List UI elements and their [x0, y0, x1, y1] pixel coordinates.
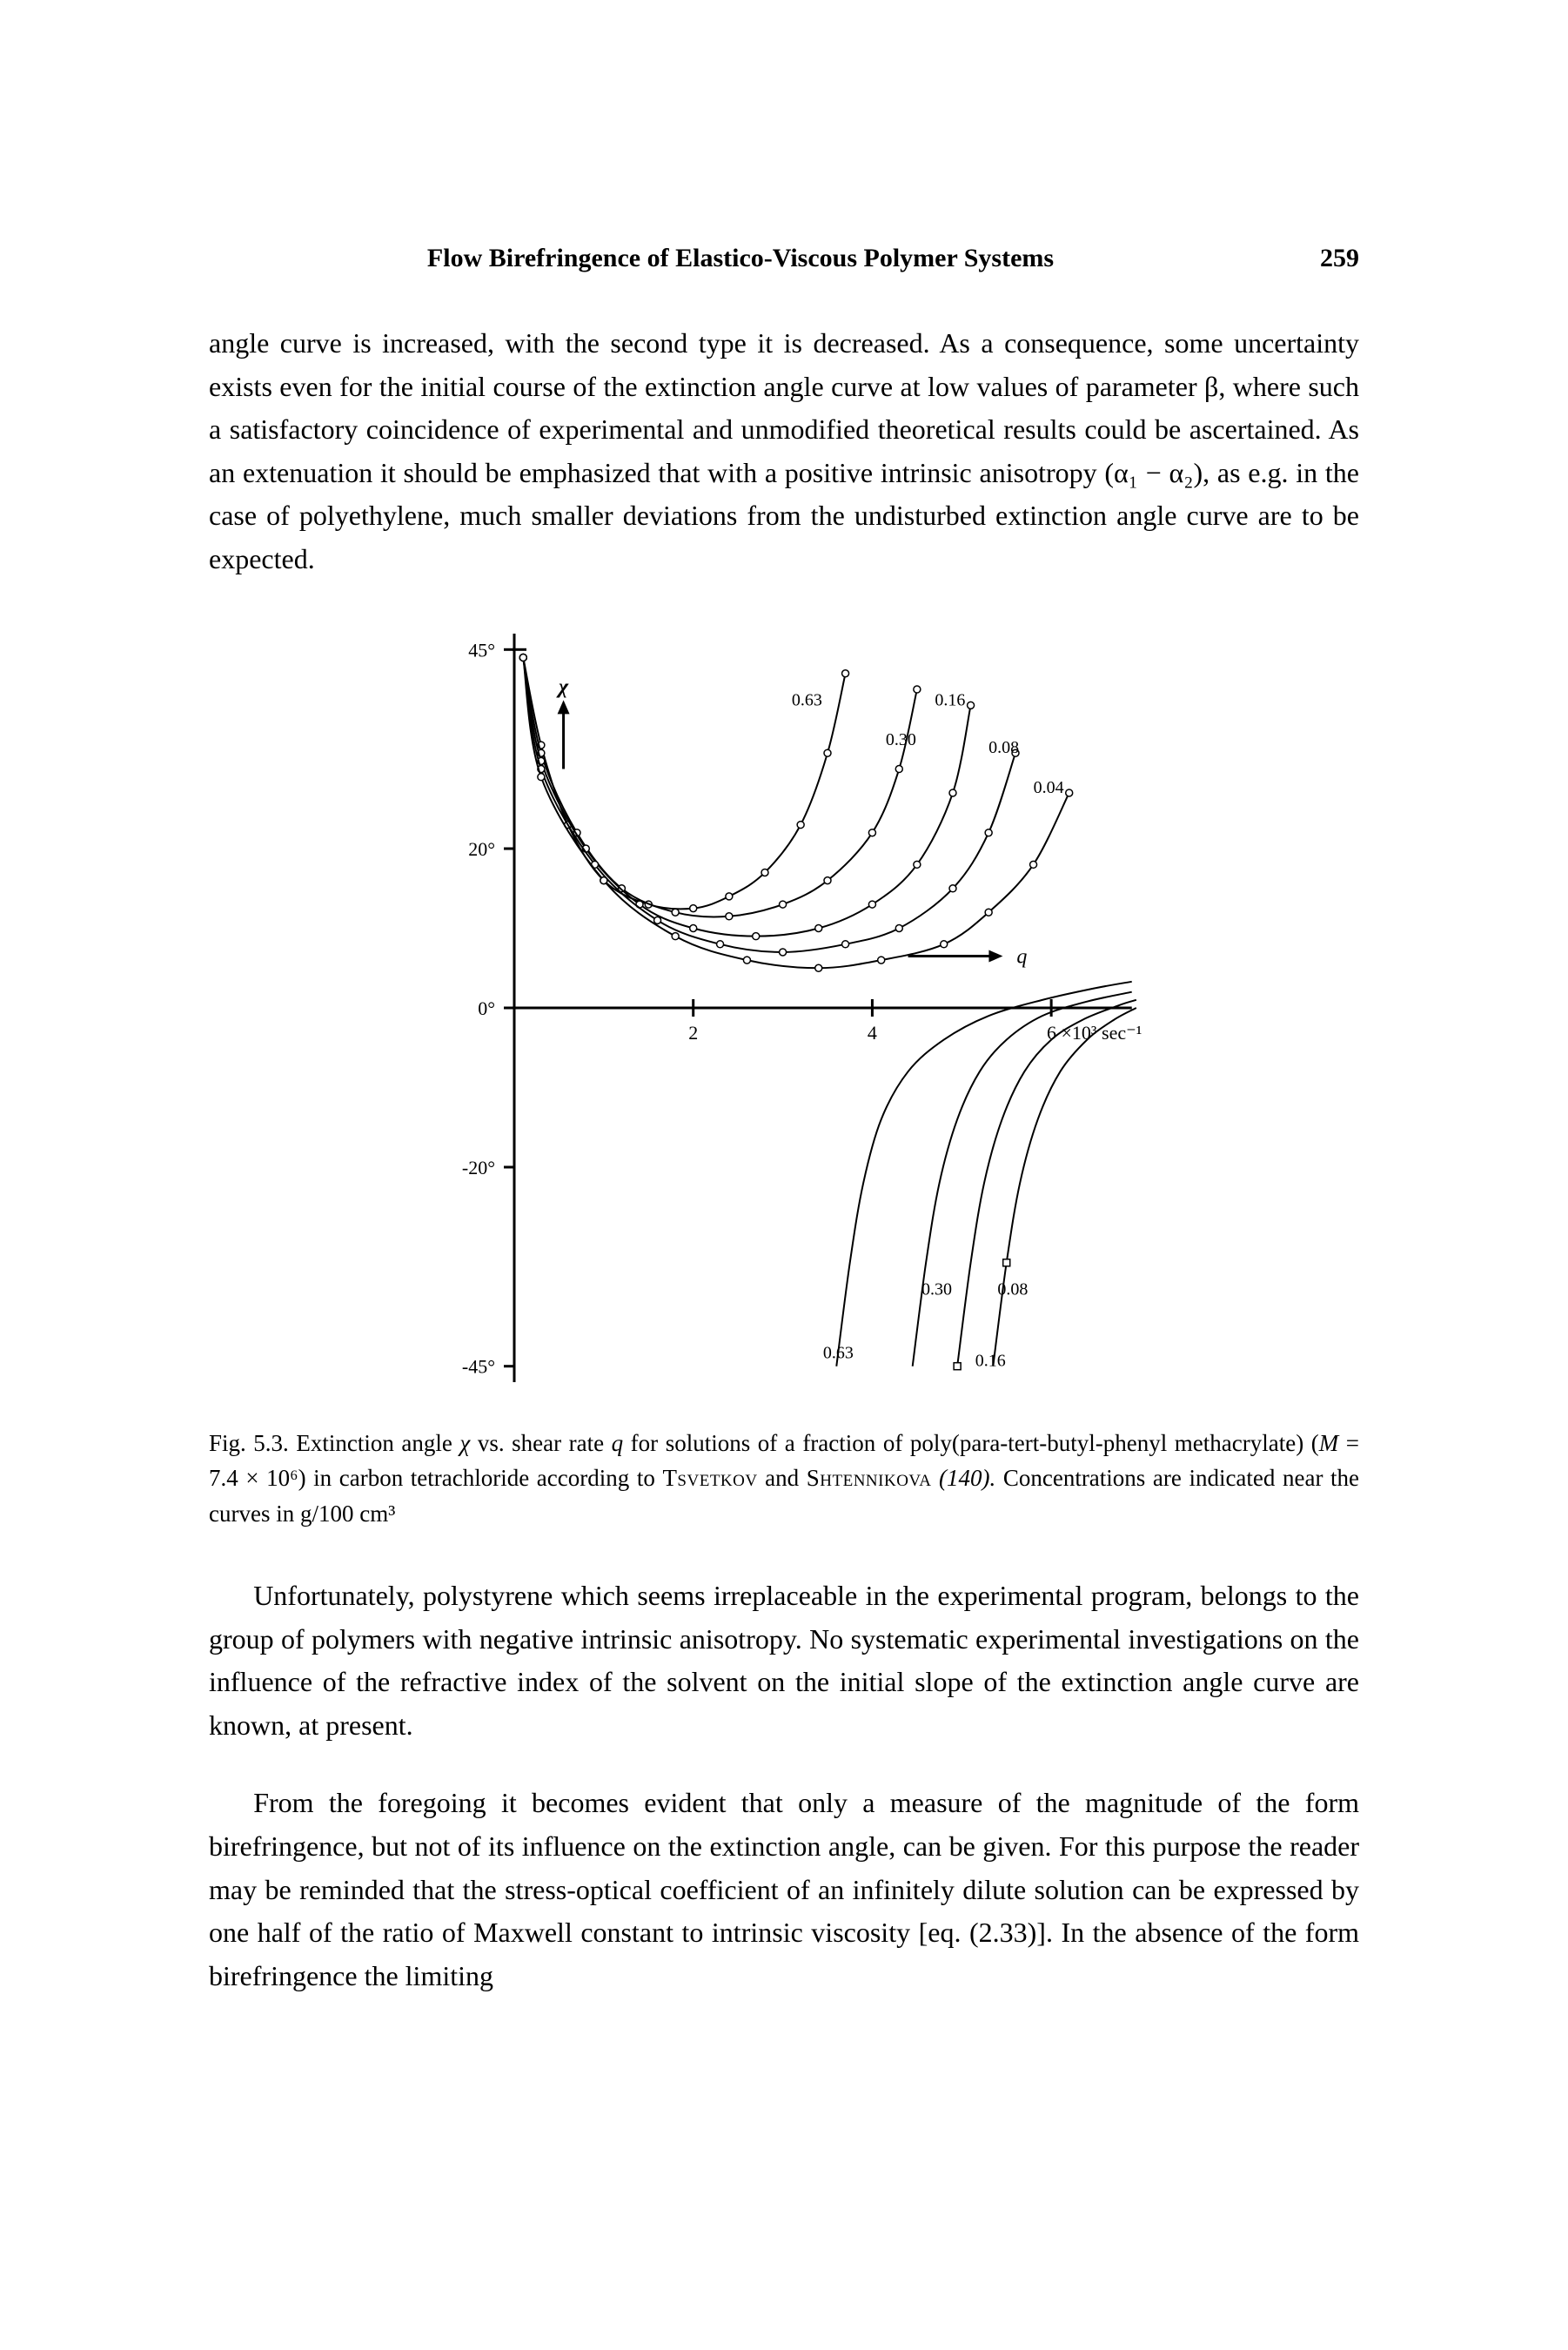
marker [717, 940, 724, 947]
marker [538, 773, 545, 780]
marker [842, 669, 849, 676]
marker [878, 957, 885, 964]
marker [519, 654, 526, 661]
marker [743, 957, 750, 964]
y-tick-label: -45° [462, 1355, 495, 1377]
chi-axis-label: χ [556, 675, 569, 698]
curve-label-0.08: 0.08 [988, 738, 1019, 757]
x-tick-4: 4 [868, 1022, 877, 1044]
page-number: 259 [1272, 244, 1359, 273]
marker [1066, 789, 1073, 796]
marker [914, 861, 921, 868]
marker [726, 912, 733, 919]
curve-label-0.04: 0.04 [1034, 778, 1064, 797]
marker [914, 686, 921, 693]
marker [941, 940, 948, 947]
marker [780, 901, 787, 908]
y-tick-label: 45° [468, 639, 495, 661]
marker [842, 940, 849, 947]
marker [824, 749, 831, 756]
marker [780, 949, 787, 956]
marker [985, 909, 992, 916]
marker [690, 924, 697, 931]
y-tick-label: 0° [478, 997, 495, 1019]
marker [654, 916, 661, 923]
curve-0.16 [957, 999, 1136, 1366]
marker [672, 932, 679, 939]
marker-square [1003, 1259, 1010, 1266]
marker [761, 869, 768, 876]
x-tick-2: 2 [688, 1022, 698, 1044]
paragraph-2: Unfortunately, polystyrene which seems i… [209, 1574, 1359, 1747]
paragraph-1: angle curve is increased, with the secon… [209, 322, 1359, 581]
y-tick-label: -20° [462, 1157, 495, 1178]
marker [1030, 861, 1037, 868]
curve-label-0.16: 0.16 [935, 690, 965, 709]
curve-0.30 [913, 991, 1132, 1366]
marker [797, 821, 804, 828]
marker [949, 789, 956, 796]
marker [600, 876, 607, 883]
curve-label-0.30: 0.30 [921, 1279, 952, 1299]
curve-label-0.30: 0.30 [886, 730, 916, 749]
curve-0.08 [993, 1008, 1136, 1366]
marker [690, 904, 697, 911]
paragraph-3: From the foregoing it becomes evident th… [209, 1782, 1359, 1998]
curve-label-0.63: 0.63 [792, 690, 822, 709]
page-header: Flow Birefringence of Elastico-Viscous P… [209, 244, 1359, 273]
marker [815, 924, 822, 931]
marker [672, 909, 679, 916]
running-title: Flow Birefringence of Elastico-Viscous P… [209, 244, 1272, 273]
curve-0.16 [523, 657, 970, 936]
marker [895, 924, 902, 931]
marker [949, 884, 956, 891]
marker [824, 876, 831, 883]
figure-5-3: 45°20°0°-20°-45°246 ×10³ sec⁻¹χq0.630.30… [209, 608, 1359, 1532]
marker [985, 829, 992, 836]
marker [753, 932, 760, 939]
marker-triangle [954, 1362, 961, 1369]
curve-0.30 [523, 657, 917, 916]
marker [895, 765, 902, 772]
marker [968, 702, 975, 708]
marker [726, 892, 733, 899]
curve-label-0.08: 0.08 [997, 1279, 1028, 1299]
marker [868, 901, 875, 908]
curve-label-0.16: 0.16 [975, 1351, 1006, 1370]
figure-caption: Fig. 5.3. Extinction angle χ vs. shear r… [209, 1426, 1359, 1532]
extinction-angle-chart: 45°20°0°-20°-45°246 ×10³ sec⁻¹χq0.630.30… [392, 608, 1176, 1408]
marker [868, 829, 875, 836]
q-axis-label: q [1016, 945, 1027, 968]
y-tick-label: 20° [468, 838, 495, 860]
marker [815, 964, 822, 971]
curve-label-0.63: 0.63 [823, 1343, 854, 1362]
